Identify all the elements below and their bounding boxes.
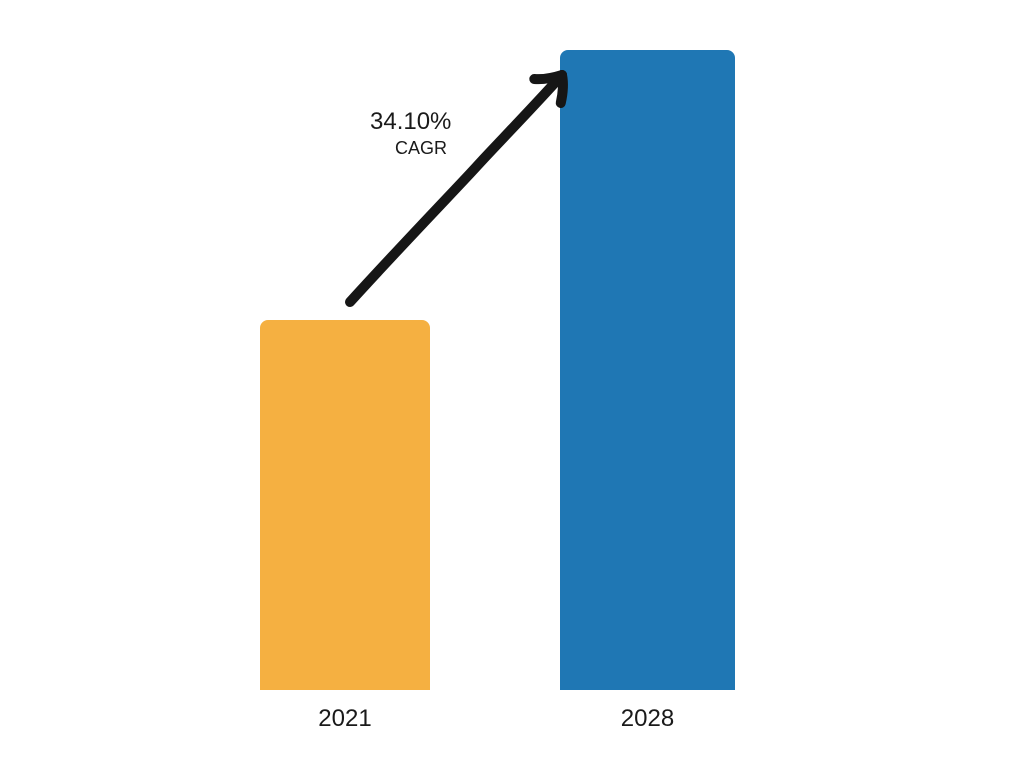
growth-bar-chart: 2021 2028 34.10% CAGR [0, 0, 1024, 768]
bar-2021 [260, 320, 430, 690]
bar-2028 [560, 50, 735, 690]
x-axis-label-2028: 2028 [558, 705, 738, 733]
cagr-percent-label: 34.10% [370, 108, 451, 136]
growth-arrow-icon [0, 0, 1024, 768]
cagr-text-label: CAGR [395, 138, 447, 159]
x-axis-label-2021: 2021 [255, 705, 435, 733]
